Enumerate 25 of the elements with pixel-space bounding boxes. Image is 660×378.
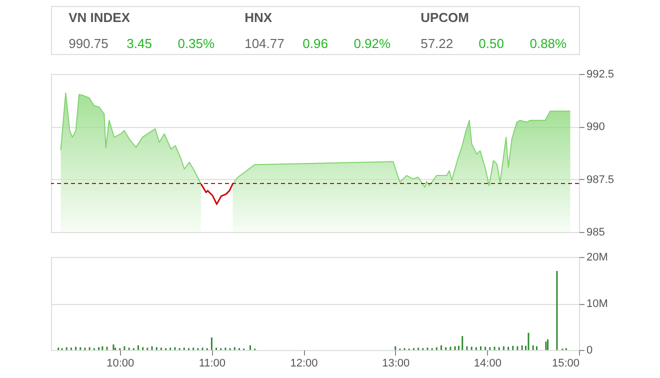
x-tick-label: 12:00: [290, 358, 318, 370]
x-tick-label: 15:00: [552, 358, 580, 370]
x-tick-label: 13:00: [382, 358, 410, 370]
text: 0.50: [478, 36, 504, 51]
text: 104.77: [244, 36, 284, 51]
x-tick-label: 14:00: [474, 358, 502, 370]
y-tick-label: 987.5: [586, 174, 614, 186]
text: 3.45: [126, 36, 152, 51]
y-tick-label: 990: [586, 121, 605, 134]
y-tick-label: 992.5: [586, 68, 614, 80]
y-tick-label: 985: [586, 226, 605, 238]
text: 0.35%: [178, 36, 216, 51]
x-tick-label: 10:00: [106, 358, 134, 370]
text: HNX: [244, 10, 272, 25]
x-tick-label: 11:00: [198, 358, 226, 370]
y-tick-label: 0: [586, 344, 593, 356]
text: 0.92%: [354, 36, 392, 51]
text: 0.96: [302, 36, 328, 51]
text: 990.75: [68, 36, 108, 51]
y-tick-label: 20M: [586, 252, 608, 264]
text: 0.88%: [530, 36, 568, 51]
text: UPCOM: [420, 10, 469, 25]
text: VN INDEX: [68, 10, 130, 25]
text: 57.22: [420, 36, 454, 51]
y-tick-label: 10M: [586, 298, 608, 310]
